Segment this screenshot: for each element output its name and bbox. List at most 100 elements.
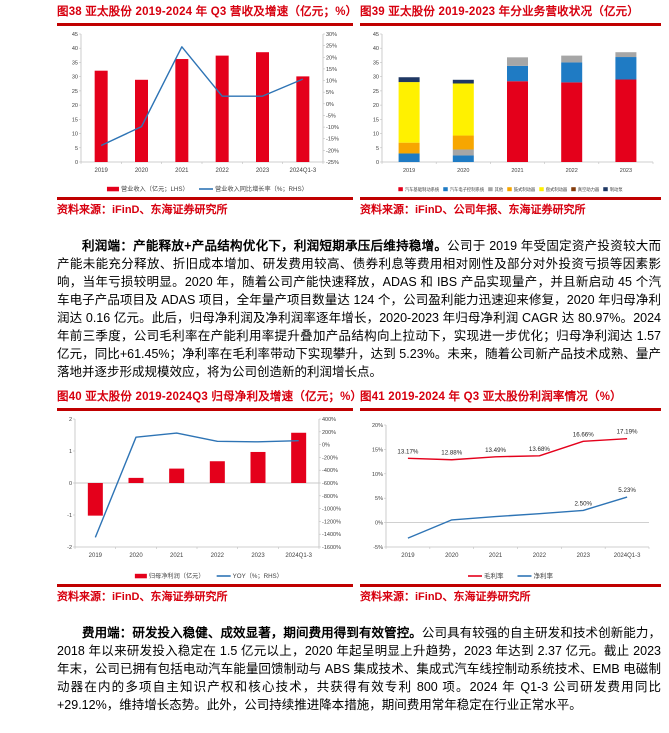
svg-text:13.49%: 13.49% [485, 447, 506, 454]
svg-text:5: 5 [376, 146, 379, 152]
svg-text:25: 25 [72, 89, 78, 95]
fig40-net-profit-chart: -2 -1 0 1 2 -1600% -1400% -1200% -1000% -800% -600… [67, 417, 341, 580]
svg-text:2023: 2023 [577, 553, 591, 559]
svg-text:30: 30 [72, 75, 78, 81]
svg-text:15%: 15% [372, 447, 383, 453]
profit-paragraph-body: 公司于 2019 年受固定资产投资较大而产能未能充分释放、折旧成本增加、研发费用… [57, 239, 661, 379]
svg-text:20: 20 [373, 103, 379, 109]
svg-text:净利率: 净利率 [534, 571, 554, 580]
svg-text:20: 20 [72, 103, 78, 109]
figure-38: 图38 亚太股份 2019-2024 年 Q3 营收及增速（亿元；%） 0 5 10… [57, 6, 357, 217]
svg-text:-10%: -10% [326, 125, 339, 131]
fig41-source: 资料来源：iFinD、东海证券研究所 [360, 584, 661, 604]
svg-text:鼓式制动器: 鼓式制动器 [514, 186, 536, 193]
svg-text:25%: 25% [326, 44, 337, 50]
svg-text:-2: -2 [67, 545, 72, 551]
svg-text:10%: 10% [326, 79, 337, 85]
svg-text:2019: 2019 [89, 553, 103, 559]
figure-row-bottom: 图40 亚太股份 2019-2024Q3 归母净利及增速（亿元；%） -2 -1 0… [57, 391, 661, 604]
svg-text:2021: 2021 [175, 168, 189, 174]
fig39-segment-revenue-chart: 0 5 10 15 20 25 30 35 40 45 2019 2020 2021 2022 2023 汽车… [373, 32, 654, 193]
figure-row-top: 图38 亚太股份 2019-2024 年 Q3 营收及增速（亿元；%） 0 5 10… [57, 6, 661, 217]
svg-text:10: 10 [373, 132, 379, 138]
svg-text:2023: 2023 [256, 168, 270, 174]
svg-text:15: 15 [72, 117, 78, 123]
svg-text:毛利率: 毛利率 [484, 571, 504, 580]
svg-text:2: 2 [69, 417, 72, 423]
svg-text:2022: 2022 [215, 168, 229, 174]
expense-paragraph-lead: 费用端：研发投入稳健、成效显著，期间费用得到有效管控。 [82, 626, 422, 640]
svg-text:归母净利润（亿元）: 归母净利润（亿元） [149, 572, 205, 580]
svg-text:2019: 2019 [403, 168, 415, 174]
svg-text:0%: 0% [326, 102, 334, 108]
fig38-source: 资料来源：iFinD、东海证券研究所 [57, 197, 353, 217]
expense-paragraph: 费用端：研发投入稳健、成效显著，期间费用得到有效管控。公司具有较强的自主研发和技… [57, 624, 661, 714]
svg-text:40: 40 [373, 46, 379, 52]
svg-text:2.50%: 2.50% [574, 500, 592, 507]
fig40-title: 图40 亚太股份 2019-2024Q3 归母净利及增速（亿元；%） [57, 391, 362, 411]
svg-text:-25%: -25% [326, 160, 339, 166]
svg-text:-400%: -400% [322, 468, 338, 474]
svg-text:-1000%: -1000% [322, 507, 341, 513]
profit-paragraph-lead: 利润端：产能释放+产品结构优化下，利润短期承压后维持稳增。 [82, 239, 448, 253]
profit-paragraph: 利润端：产能释放+产品结构优化下，利润短期承压后维持稳增。公司于 2019 年受… [57, 237, 661, 381]
svg-text:-5%: -5% [326, 113, 336, 119]
svg-text:真空助力器: 真空助力器 [578, 186, 600, 193]
svg-text:2020: 2020 [457, 168, 469, 174]
svg-text:45: 45 [72, 32, 78, 38]
svg-text:制动泵: 制动泵 [610, 186, 624, 193]
svg-text:-15%: -15% [326, 137, 339, 143]
svg-text:30%: 30% [326, 32, 337, 38]
fig41-margin-chart: -5% 0% 5% 10% 15% 20% 2019 2020 2021 2022 2023 2024… [372, 423, 650, 580]
svg-text:-20%: -20% [326, 148, 339, 154]
svg-text:-1: -1 [67, 513, 72, 519]
svg-text:13.17%: 13.17% [397, 448, 418, 455]
svg-text:45: 45 [373, 32, 379, 38]
svg-text:2024Q1-3: 2024Q1-3 [289, 168, 316, 174]
svg-text:5.23%: 5.23% [618, 487, 636, 494]
svg-text:-200%: -200% [322, 455, 338, 461]
svg-text:12.88%: 12.88% [441, 450, 462, 457]
svg-text:15%: 15% [326, 67, 337, 73]
fig39-source: 资料来源：iFinD、公司年报、东海证券研究所 [360, 197, 661, 217]
svg-text:15: 15 [373, 117, 379, 123]
svg-text:2023: 2023 [620, 168, 632, 174]
fig40-source: 资料来源：iFinD、东海证券研究所 [57, 584, 353, 604]
svg-text:2023: 2023 [251, 553, 265, 559]
svg-text:2020: 2020 [129, 553, 143, 559]
svg-text:2021: 2021 [489, 553, 503, 559]
svg-text:营业收入同比增长率（%；RHS）: 营业收入同比增长率（%；RHS） [215, 185, 308, 193]
fig38-title: 图38 亚太股份 2019-2024 年 Q3 营收及增速（亿元；%） [57, 6, 357, 26]
svg-text:2020: 2020 [135, 168, 149, 174]
fig38-revenue-growth-chart: 0 5 10 15 20 25 30 35 40 45 -25% -20% -15% -10% -5% 0% 5… [72, 32, 339, 193]
svg-text:5%: 5% [326, 90, 334, 96]
svg-text:25: 25 [373, 89, 379, 95]
svg-text:汽车电子控制系统: 汽车电子控制系统 [450, 186, 485, 193]
svg-text:-1200%: -1200% [322, 519, 341, 525]
svg-text:其他: 其他 [495, 186, 504, 193]
svg-text:2019: 2019 [94, 168, 108, 174]
svg-text:40: 40 [72, 46, 78, 52]
svg-text:0: 0 [75, 160, 78, 166]
svg-text:2024Q1-3: 2024Q1-3 [614, 553, 641, 559]
svg-text:200%: 200% [322, 430, 336, 436]
svg-text:2022: 2022 [211, 553, 225, 559]
svg-text:-1400%: -1400% [322, 532, 341, 538]
svg-text:35: 35 [373, 60, 379, 66]
svg-text:2021: 2021 [170, 553, 184, 559]
fig41-title: 图41 2019-2024 年 Q3 亚太股份利润率情况（%） [360, 391, 661, 411]
svg-text:汽车基础制动系统: 汽车基础制动系统 [405, 186, 440, 193]
svg-text:0: 0 [376, 160, 379, 166]
figure-41: 图41 2019-2024 年 Q3 亚太股份利润率情况（%） -5% 0% 5% 1… [360, 391, 661, 604]
svg-text:17.19%: 17.19% [617, 429, 638, 436]
svg-text:2024Q1-3: 2024Q1-3 [285, 553, 312, 559]
svg-text:-5%: -5% [373, 545, 383, 551]
svg-text:10%: 10% [372, 472, 383, 478]
svg-text:2019: 2019 [401, 553, 415, 559]
svg-text:400%: 400% [322, 417, 336, 423]
svg-text:0%: 0% [375, 521, 383, 527]
svg-text:营业收入（亿元；LHS）: 营业收入（亿元；LHS） [121, 185, 189, 193]
report-page: 图38 亚太股份 2019-2024 年 Q3 营收及增速（亿元；%） 0 5 10… [57, 6, 661, 714]
svg-text:0%: 0% [322, 443, 330, 449]
svg-text:2022: 2022 [566, 168, 578, 174]
